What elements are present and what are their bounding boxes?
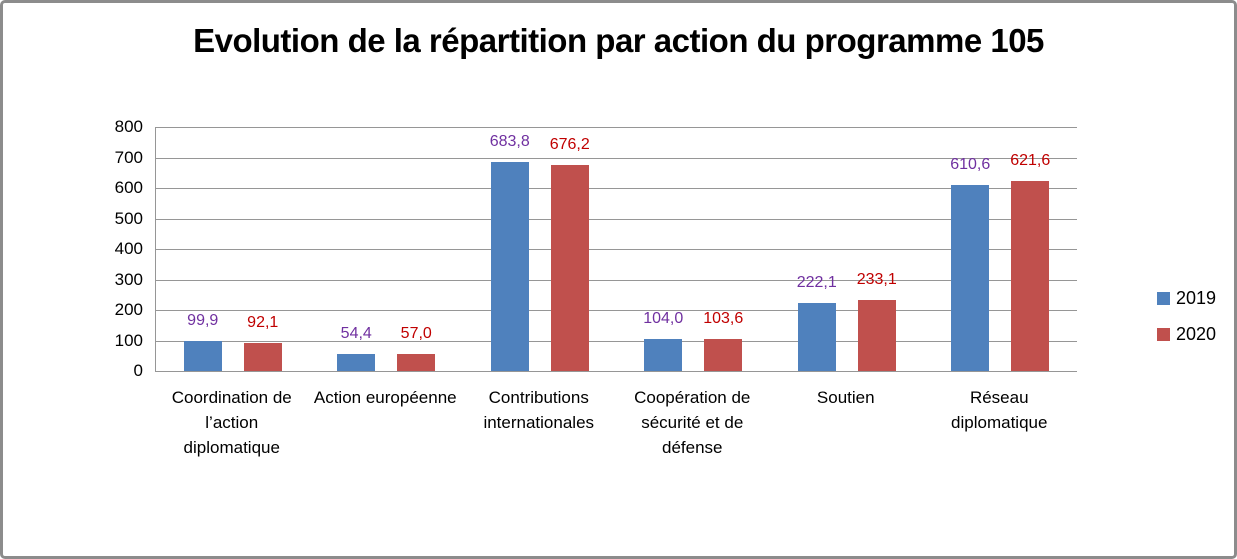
y-axis-tick-label: 600 — [114, 178, 143, 197]
gridline-300 — [156, 279, 1077, 281]
gridline-500 — [156, 218, 1077, 220]
data-label-2020-1: 57,0 — [400, 324, 432, 342]
data-label-2020-4: 233,1 — [856, 270, 897, 288]
y-axis-tick-label: 300 — [114, 269, 143, 289]
y-axis-tick-label: 0 — [133, 361, 143, 380]
data-label-2020-0: 92,1 — [247, 313, 279, 331]
category-label-3: Coopération de sécurité et de défense — [634, 388, 751, 457]
plot-area: 99,9 92,1 54,4 57,0 683,8 676,2 104,0 103,6 222,… — [155, 127, 1077, 372]
y-axis-tick-label: 100 — [114, 330, 143, 350]
category-label-1: Action européenne — [313, 388, 457, 407]
bar-2019-3 — [644, 339, 683, 371]
gridline-700 — [156, 157, 1077, 159]
bar-2019-2 — [490, 162, 529, 371]
bar-2019-4 — [797, 303, 836, 371]
bar-2019-0 — [183, 340, 222, 371]
category-label-2: Contributions internationales — [483, 388, 595, 432]
y-axis-tick-label: 400 — [114, 239, 143, 258]
legend-label-2019: 2019 — [1176, 288, 1217, 308]
bar-2020-5 — [1011, 181, 1050, 371]
bar-2020-3 — [704, 339, 743, 371]
data-label-2019-5: 610,6 — [950, 155, 991, 173]
gridline-200 — [156, 310, 1077, 311]
legend-swatch-2019 — [1157, 292, 1170, 305]
y-axis-tick-label: 200 — [114, 300, 143, 319]
y-axis-tick-label: 500 — [114, 208, 143, 228]
data-label-2019-4: 222,1 — [796, 274, 837, 292]
gridline-100 — [156, 340, 1077, 342]
data-label-2019-1: 54,4 — [340, 325, 372, 343]
bar-2020-4 — [857, 299, 896, 371]
data-label-2019-2: 683,8 — [489, 133, 530, 151]
y-axis-tick-label: 700 — [114, 147, 143, 167]
category-label-4: Soutien — [816, 388, 875, 407]
bar-2019-1 — [337, 354, 376, 371]
data-label-2020-5: 621,6 — [1010, 152, 1051, 170]
bar-2020-0 — [243, 342, 282, 371]
gridline-600 — [156, 188, 1077, 189]
legend-item-2019: 2019 — [1157, 288, 1216, 309]
legend-swatch-2020 — [1157, 328, 1170, 341]
gridline-800 — [156, 127, 1077, 128]
bar-2020-2 — [550, 164, 589, 371]
data-label-2019-3: 104,0 — [643, 310, 684, 328]
bar-2019-5 — [951, 184, 990, 371]
gridline-400 — [156, 249, 1077, 250]
category-label-5: Réseau diplomatique — [951, 388, 1048, 432]
data-label-2019-0: 99,9 — [187, 311, 219, 329]
data-label-2020-3: 103,6 — [703, 310, 744, 328]
category-label-0: Coordination de l’action diplomatique — [171, 388, 292, 457]
chart-title: Evolution de la répartition par action d… — [193, 22, 1044, 59]
legend-label-2020: 2020 — [1176, 324, 1217, 344]
data-label-2020-2: 676,2 — [549, 135, 590, 153]
bar-2020-1 — [397, 353, 436, 371]
y-axis-tick-label: 800 — [114, 117, 143, 136]
legend-item-2020: 2020 — [1157, 324, 1216, 345]
